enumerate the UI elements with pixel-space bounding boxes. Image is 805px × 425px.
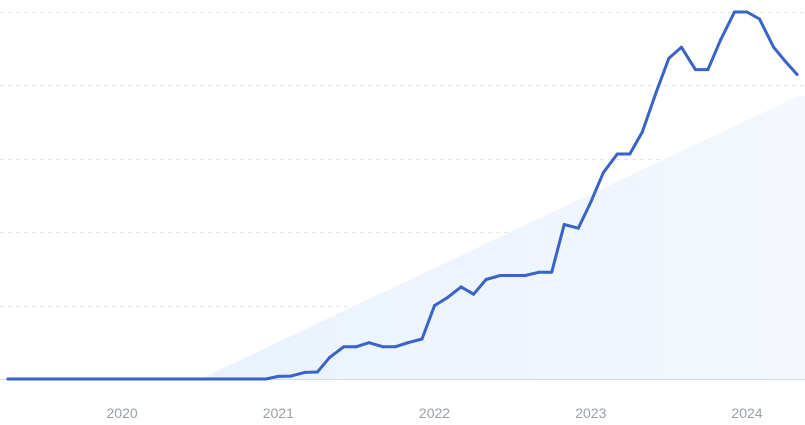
data-point [745, 10, 749, 14]
data-point [147, 377, 151, 381]
data-point [615, 152, 619, 156]
data-point [303, 370, 307, 374]
data-point [511, 274, 515, 277]
data-point [394, 345, 397, 349]
data-point [758, 17, 761, 21]
x-tick-label-2024: 2024 [731, 405, 762, 421]
data-point [328, 355, 332, 359]
x-tick-labels: 2020 2021 2022 2023 2024 [107, 405, 763, 421]
x-tick-label-2021: 2021 [263, 405, 294, 421]
data-point [406, 341, 410, 345]
data-point [264, 377, 268, 381]
data-point [420, 337, 424, 341]
data-point [498, 274, 502, 277]
trend-area [200, 96, 805, 380]
data-point [276, 374, 280, 378]
data-point [706, 68, 710, 72]
data-point [628, 152, 632, 156]
data-point [654, 90, 658, 94]
data-point [459, 285, 463, 289]
x-tick-label-2023: 2023 [575, 405, 606, 421]
data-point [6, 377, 10, 381]
data-point [472, 292, 476, 296]
data-point [640, 130, 644, 134]
series-layer [6, 10, 799, 381]
data-point [718, 38, 722, 42]
data-point [589, 200, 593, 204]
data-point [601, 171, 605, 175]
data-point [784, 60, 788, 64]
series-line-0 [6, 10, 799, 381]
data-point [342, 345, 346, 349]
data-point [576, 226, 580, 230]
trend-area-fill [200, 96, 798, 379]
data-point [772, 45, 776, 49]
x-tick-label-2022: 2022 [419, 405, 450, 421]
data-point [523, 274, 527, 277]
data-point [693, 68, 697, 72]
trend-area-edge [797, 96, 805, 380]
data-point [433, 304, 436, 308]
data-point [367, 341, 371, 345]
data-point [289, 374, 293, 378]
data-point [679, 45, 683, 49]
data-point [445, 296, 449, 300]
x-tick-label-2020: 2020 [107, 405, 138, 421]
data-point [537, 270, 541, 274]
data-point [550, 270, 554, 274]
data-point [733, 10, 736, 14]
data-point [562, 223, 566, 226]
data-point [795, 72, 799, 76]
data-point [315, 370, 319, 374]
data-point [381, 345, 385, 349]
data-point [484, 278, 488, 281]
data-point [667, 56, 671, 60]
data-point [354, 345, 358, 349]
